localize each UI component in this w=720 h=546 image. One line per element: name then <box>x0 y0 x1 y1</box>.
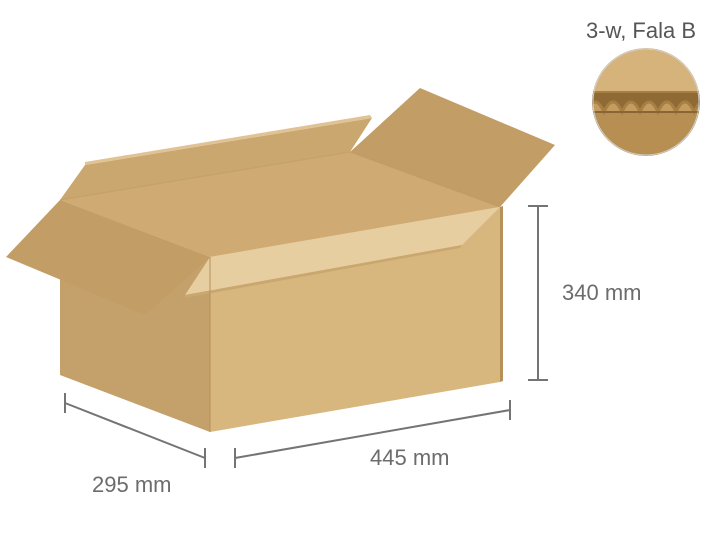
height-label: 340 mm <box>562 280 641 306</box>
length-label: 445 mm <box>370 445 449 471</box>
cardboard-type-label: 3-w, Fala B <box>586 18 696 44</box>
diagram-canvas: 295 mm 445 mm 340 mm 3-w, Fala B <box>0 0 720 546</box>
corrugated-detail-icon <box>592 48 700 156</box>
box-right-edge <box>500 206 503 382</box>
depth-label: 295 mm <box>92 472 171 498</box>
